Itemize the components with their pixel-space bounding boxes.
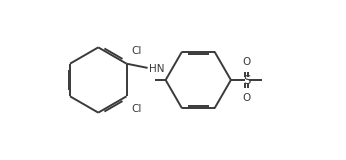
Text: HN: HN <box>149 64 164 74</box>
Text: Cl: Cl <box>132 46 142 56</box>
Text: S: S <box>243 73 251 87</box>
Text: Cl: Cl <box>132 104 142 114</box>
Text: O: O <box>243 93 251 103</box>
Text: O: O <box>243 57 251 67</box>
